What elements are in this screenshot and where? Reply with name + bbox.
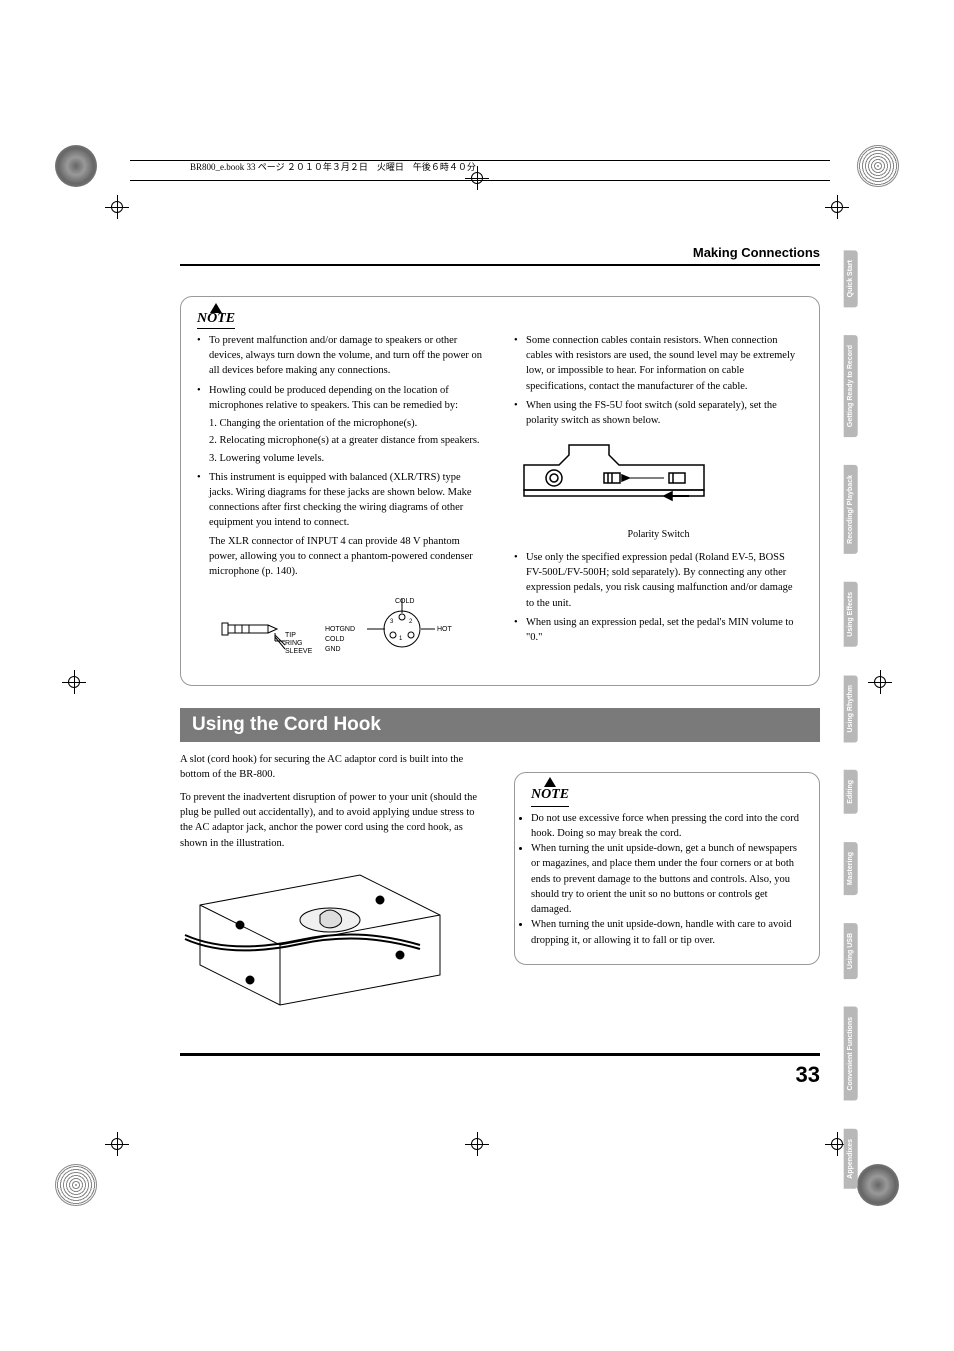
- note-item: When turning the unit upside-down, get a…: [531, 841, 803, 917]
- note-item: This instrument is equipped with balance…: [197, 470, 486, 580]
- svg-text:HOT: HOT: [325, 626, 341, 633]
- tab-rhythm[interactable]: Using Rhythm: [844, 675, 858, 742]
- section-header: Making Connections: [180, 165, 820, 266]
- note-item: To prevent malfunction and/or damage to …: [197, 333, 486, 379]
- svg-text:GND: GND: [339, 626, 355, 633]
- tab-getting-ready[interactable]: Getting Ready to Record: [844, 335, 858, 437]
- tab-quick-start[interactable]: Quick Start: [844, 250, 858, 307]
- polarity-switch-diagram: [514, 440, 714, 510]
- svg-text:COLD: COLD: [395, 598, 414, 605]
- tab-recording[interactable]: Recording/ Playback: [844, 465, 858, 554]
- svg-text:2: 2: [409, 619, 413, 625]
- section-title-cord-hook: Using the Cord Hook: [180, 708, 820, 742]
- svg-text:1: 1: [399, 636, 403, 642]
- page-content: BR800_e.book 33 ページ ２０１０年３月２日 火曜日 午後６時４０…: [180, 165, 820, 1020]
- tab-functions[interactable]: Convenient Functions: [844, 1007, 858, 1101]
- svg-text:GND: GND: [325, 646, 341, 653]
- note-left-column: To prevent malfunction and/or damage to …: [197, 333, 486, 669]
- tab-editing[interactable]: Editing: [844, 770, 858, 814]
- svg-text:TIP: TIP: [285, 632, 296, 639]
- body-paragraph: A slot (cord hook) for securing the AC a…: [180, 752, 486, 782]
- svg-text:COLD: COLD: [325, 636, 344, 643]
- svg-text:RING: RING: [285, 640, 303, 647]
- header-meta: BR800_e.book 33 ページ ２０１０年３月２日 火曜日 午後６時４０…: [190, 160, 476, 173]
- trs-xlr-diagram: TIP RING SLEEVE HOT COLD GND: [217, 593, 457, 663]
- note-label: NOTE: [197, 311, 235, 327]
- sub-item: 3. Lowering volume levels.: [209, 451, 486, 466]
- note-box-connections: NOTE To prevent malfunction and/or damag…: [180, 296, 820, 686]
- note-item: When turning the unit upside-down, handl…: [531, 917, 803, 947]
- note-item: Some connection cables contain resistors…: [514, 333, 803, 394]
- tab-usb[interactable]: Using USB: [844, 923, 858, 979]
- polarity-caption: Polarity Switch: [514, 528, 803, 543]
- sub-item: 1. Changing the orientation of the micro…: [209, 416, 486, 431]
- svg-text:HOT: HOT: [437, 626, 453, 633]
- tab-appendixes[interactable]: Appendixes: [844, 1129, 858, 1189]
- note-right-column: Some connection cables contain resistors…: [514, 333, 803, 669]
- note-item: Use only the specified expression pedal …: [514, 550, 803, 611]
- cord-hook-illustration: [180, 865, 460, 1015]
- body-paragraph: To prevent the inadvertent disruption of…: [180, 790, 486, 851]
- note-item: Do not use excessive force when pressing…: [531, 811, 803, 841]
- svg-text:SLEEVE: SLEEVE: [285, 648, 313, 655]
- cord-hook-right: NOTE Do not use excessive force when pre…: [514, 752, 820, 1021]
- note-item: When using the FS-5U foot switch (sold s…: [514, 398, 803, 428]
- side-tabs: Quick Start Getting Ready to Record Reco…: [844, 250, 864, 1217]
- cord-hook-left: A slot (cord hook) for securing the AC a…: [180, 752, 486, 1021]
- page-number: 33: [180, 1053, 820, 1088]
- svg-text:3: 3: [390, 619, 394, 625]
- sub-item: 2. Relocating microphone(s) at a greater…: [209, 433, 486, 448]
- tab-mastering[interactable]: Mastering: [844, 842, 858, 895]
- note-item: When using an expression pedal, set the …: [514, 615, 803, 645]
- note-item: Howling could be produced depending on t…: [197, 383, 486, 466]
- note-label: NOTE: [531, 785, 569, 805]
- tab-effects[interactable]: Using Effects: [844, 582, 858, 647]
